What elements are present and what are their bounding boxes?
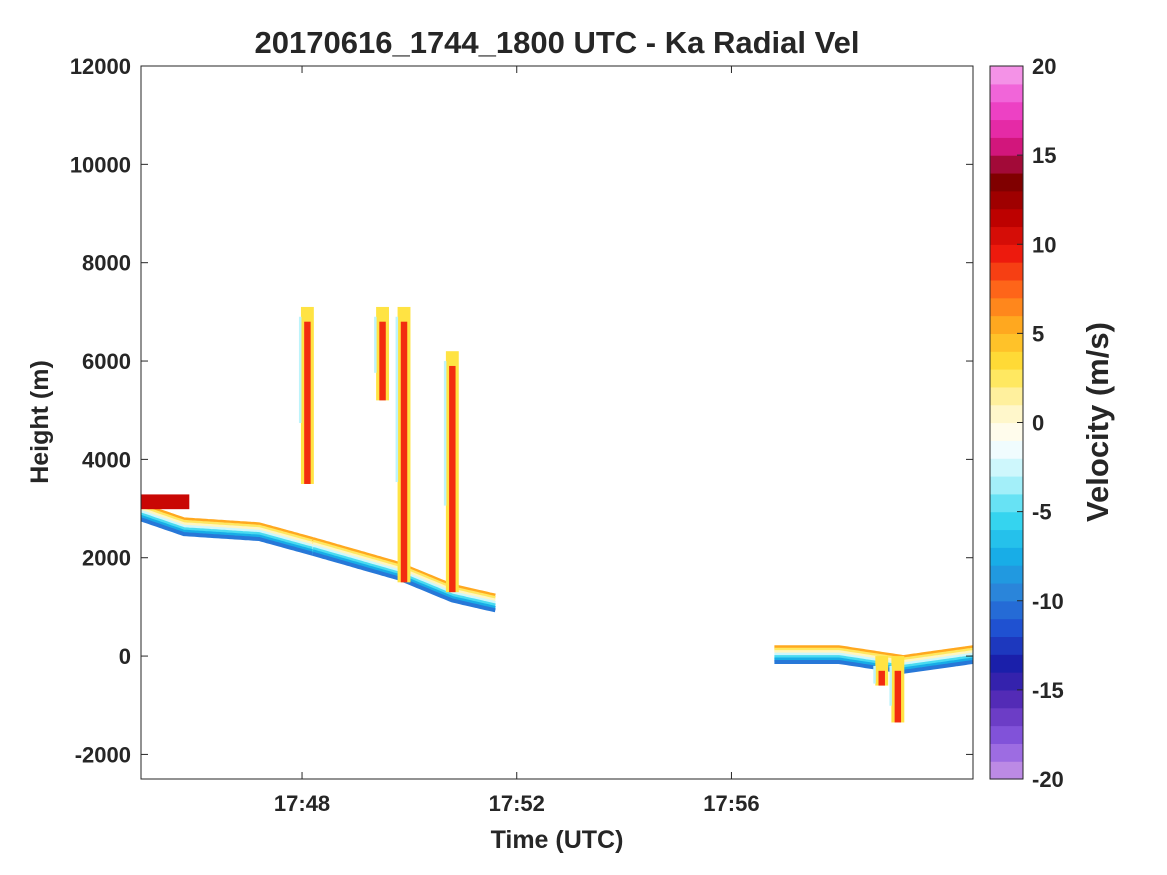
colorbar-cell xyxy=(990,333,1023,352)
y-tick-label: 12000 xyxy=(70,54,131,79)
band-layer xyxy=(141,515,314,554)
colorbar-cell xyxy=(990,83,1023,103)
colorbar-cell xyxy=(990,66,1023,85)
streak-edge xyxy=(873,665,876,684)
colorbar-cell xyxy=(990,565,1023,584)
colorbar-cell xyxy=(990,226,1023,245)
colorbar-tick-label: 0 xyxy=(1032,411,1044,436)
colorbar-tick-label: 5 xyxy=(1032,321,1044,346)
colorbar-cell xyxy=(990,743,1023,762)
colorbar-cell xyxy=(990,315,1023,334)
colorbar-cell xyxy=(990,440,1023,459)
streak-edge xyxy=(443,361,447,506)
colorbar-cell xyxy=(990,582,1023,602)
colorbar-tick-label: -15 xyxy=(1032,678,1064,703)
x-tick-label: 17:52 xyxy=(489,791,545,816)
band-layer xyxy=(774,657,973,672)
colorbar-cell xyxy=(990,654,1023,673)
band-layer xyxy=(774,652,973,667)
streak-core xyxy=(894,670,902,723)
streak-edge xyxy=(889,665,892,706)
colorbar-cell xyxy=(990,279,1023,299)
colorbar-cell xyxy=(990,618,1023,637)
band-layer xyxy=(141,502,314,541)
band-layer xyxy=(774,655,973,669)
colorbar-cell xyxy=(990,547,1023,566)
colorbar-cell xyxy=(990,386,1023,406)
plot-area xyxy=(141,66,973,779)
colorbar-tick-label: 20 xyxy=(1032,54,1056,79)
colorbar-tick-label: 15 xyxy=(1032,143,1056,168)
colorbar-cell xyxy=(990,351,1023,370)
streak-core xyxy=(449,365,456,593)
colorbar-cell xyxy=(990,208,1023,228)
colorbar-cell xyxy=(990,636,1023,655)
colorbar-tick-label: -5 xyxy=(1032,500,1052,525)
band-layer xyxy=(141,505,314,544)
streak-core xyxy=(379,321,386,401)
colorbar-cell xyxy=(990,689,1023,709)
colorbar-cell xyxy=(990,493,1023,513)
x-axis: 17:48 17:52 17:56 xyxy=(274,66,760,816)
y-axis: -2000 0 2000 4000 6000 8000 10000 12000 xyxy=(70,54,973,767)
colorbar-cell xyxy=(990,244,1023,263)
colorbar-cell xyxy=(990,529,1023,548)
colorbar-cell xyxy=(990,422,1023,441)
x-tick-label: 17:48 xyxy=(274,791,330,816)
band-layer xyxy=(141,510,314,549)
colorbar-cell xyxy=(990,404,1023,424)
colorbar-cell xyxy=(990,458,1023,477)
y-tick-label: 0 xyxy=(119,644,131,669)
colorbar-cell xyxy=(990,707,1023,727)
x-tick-label: 17:56 xyxy=(703,791,759,816)
y-axis-label: Height (m) xyxy=(26,360,54,484)
colorbar-tick-label: -10 xyxy=(1032,589,1064,614)
streak-edge xyxy=(298,316,302,423)
streak-edge xyxy=(374,316,377,373)
y-tick-label: 4000 xyxy=(82,447,131,472)
band-layer xyxy=(774,647,973,662)
colorbar-tick-label: 10 xyxy=(1032,232,1056,257)
colorbar-cell xyxy=(990,190,1023,210)
colorbar-cell xyxy=(990,262,1023,281)
plot-frame xyxy=(140,65,974,780)
colorbar-cell xyxy=(990,155,1023,174)
y-tick-label: 6000 xyxy=(82,349,131,374)
band-layer xyxy=(774,645,973,660)
y-tick-label: 8000 xyxy=(82,251,131,276)
colorbar-label: Velocity (m/s) xyxy=(1080,322,1115,522)
colorbar-cell xyxy=(990,475,1023,495)
x-axis-label: Time (UTC) xyxy=(491,826,624,854)
chart-title: 20170616_1744_1800 UTC - Ka Radial Vel xyxy=(255,25,860,60)
band-layer xyxy=(141,512,314,551)
colorbar-cell xyxy=(990,137,1023,156)
colorbar-cell xyxy=(990,172,1023,192)
colorbar-cell xyxy=(990,119,1023,138)
colorbar-cell xyxy=(990,725,1023,744)
colorbar-cell xyxy=(990,761,1023,780)
band-edge xyxy=(141,494,190,510)
colorbar-tick-label: -20 xyxy=(1032,767,1064,792)
colorbar-cell xyxy=(990,672,1023,691)
band-layer xyxy=(774,650,973,665)
y-tick-label: 10000 xyxy=(70,152,131,177)
colorbar-cell xyxy=(990,369,1023,388)
y-tick-label: 2000 xyxy=(82,546,131,571)
colorbar: -20 -15 -10 -5 0 5 10 15 20 xyxy=(989,54,1064,792)
streak-edge xyxy=(395,316,399,482)
velocity-data-layer xyxy=(141,306,973,723)
band-layer xyxy=(141,517,314,556)
colorbar-cell xyxy=(990,297,1023,317)
y-tick-label: -2000 xyxy=(75,742,131,767)
band-layer xyxy=(141,507,314,546)
streak-core xyxy=(304,321,311,484)
streak-core xyxy=(878,670,885,686)
colorbar-cell xyxy=(990,101,1023,121)
streak-core xyxy=(400,321,408,583)
colorbar-cell xyxy=(990,600,1023,620)
colorbar-cell xyxy=(990,511,1023,531)
